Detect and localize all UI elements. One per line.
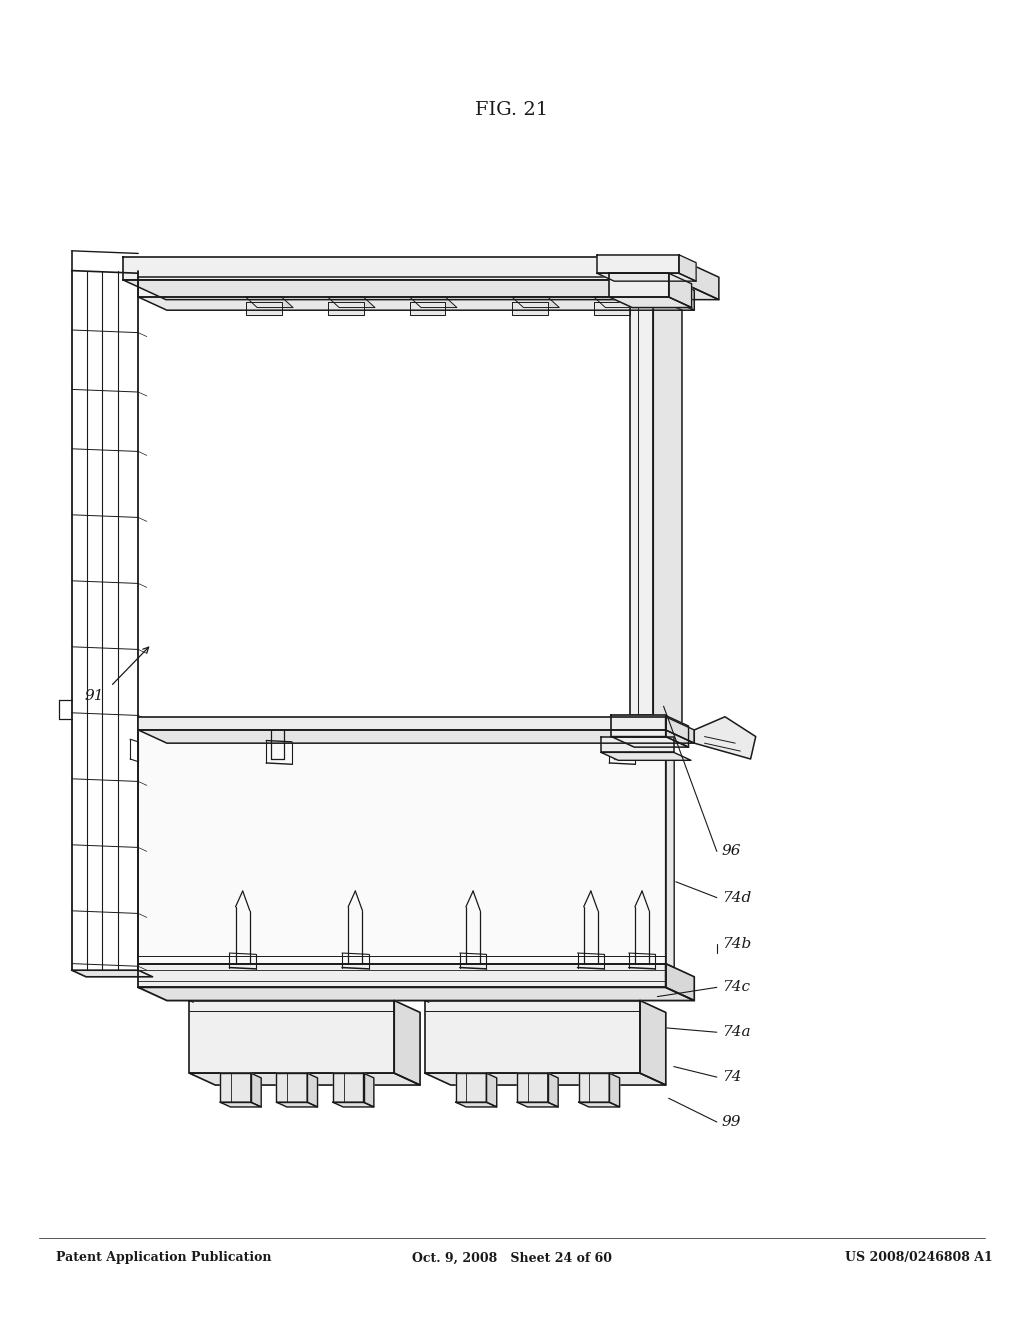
Polygon shape	[123, 257, 676, 280]
Polygon shape	[666, 277, 694, 310]
Polygon shape	[653, 297, 682, 729]
Polygon shape	[594, 302, 630, 315]
Text: 74: 74	[722, 1071, 741, 1084]
Polygon shape	[246, 302, 282, 315]
Polygon shape	[609, 273, 669, 297]
Polygon shape	[594, 297, 641, 308]
Text: Patent Application Publication: Patent Application Publication	[56, 1251, 271, 1265]
Polygon shape	[456, 1102, 497, 1107]
Polygon shape	[669, 273, 691, 308]
Polygon shape	[517, 1073, 548, 1102]
Polygon shape	[512, 302, 548, 315]
Polygon shape	[307, 1073, 317, 1107]
Polygon shape	[601, 737, 674, 752]
Polygon shape	[611, 715, 666, 737]
Polygon shape	[630, 297, 653, 715]
Polygon shape	[138, 987, 694, 1001]
Polygon shape	[666, 717, 694, 743]
Text: 91: 91	[85, 689, 104, 702]
Text: 74c: 74c	[722, 981, 750, 994]
Polygon shape	[138, 719, 666, 964]
Polygon shape	[394, 1001, 420, 1085]
Polygon shape	[456, 1073, 486, 1102]
Polygon shape	[333, 1102, 374, 1107]
Polygon shape	[512, 297, 559, 308]
Polygon shape	[364, 1073, 374, 1107]
Polygon shape	[251, 1073, 261, 1107]
Text: 99: 99	[722, 1115, 741, 1129]
Polygon shape	[138, 277, 666, 297]
Polygon shape	[246, 297, 293, 308]
Text: FIG. 21: FIG. 21	[475, 100, 549, 119]
Polygon shape	[425, 1001, 640, 1073]
Polygon shape	[138, 730, 694, 743]
Polygon shape	[410, 297, 457, 308]
Polygon shape	[138, 717, 666, 730]
Polygon shape	[601, 752, 691, 760]
Polygon shape	[276, 1102, 317, 1107]
Polygon shape	[640, 1001, 666, 1085]
Polygon shape	[666, 719, 674, 968]
Polygon shape	[694, 717, 756, 759]
Polygon shape	[123, 280, 719, 300]
Polygon shape	[410, 302, 445, 315]
Polygon shape	[609, 1073, 620, 1107]
Polygon shape	[579, 1102, 620, 1107]
Polygon shape	[220, 1102, 261, 1107]
Polygon shape	[189, 1001, 394, 1073]
Polygon shape	[138, 297, 694, 310]
Text: US 2008/0246808 A1: US 2008/0246808 A1	[845, 1251, 992, 1265]
Text: 74b: 74b	[722, 937, 751, 950]
Polygon shape	[676, 257, 719, 300]
Polygon shape	[72, 970, 153, 977]
Text: 74d: 74d	[722, 891, 751, 904]
Polygon shape	[517, 1102, 558, 1107]
Text: 96: 96	[722, 845, 741, 858]
Polygon shape	[611, 737, 688, 747]
Text: 74a: 74a	[722, 1026, 751, 1039]
Polygon shape	[666, 964, 694, 1001]
Polygon shape	[333, 1073, 364, 1102]
Polygon shape	[425, 1073, 666, 1085]
Polygon shape	[666, 715, 688, 747]
Polygon shape	[597, 255, 679, 273]
Polygon shape	[609, 297, 691, 308]
Polygon shape	[328, 297, 375, 308]
Polygon shape	[579, 1073, 609, 1102]
Polygon shape	[486, 1073, 497, 1107]
Polygon shape	[328, 302, 364, 315]
Polygon shape	[276, 1073, 307, 1102]
Text: Oct. 9, 2008   Sheet 24 of 60: Oct. 9, 2008 Sheet 24 of 60	[412, 1251, 612, 1265]
Polygon shape	[138, 964, 666, 987]
Polygon shape	[548, 1073, 558, 1107]
Polygon shape	[679, 255, 696, 281]
Polygon shape	[189, 1073, 420, 1085]
Polygon shape	[220, 1073, 251, 1102]
Polygon shape	[597, 273, 696, 281]
